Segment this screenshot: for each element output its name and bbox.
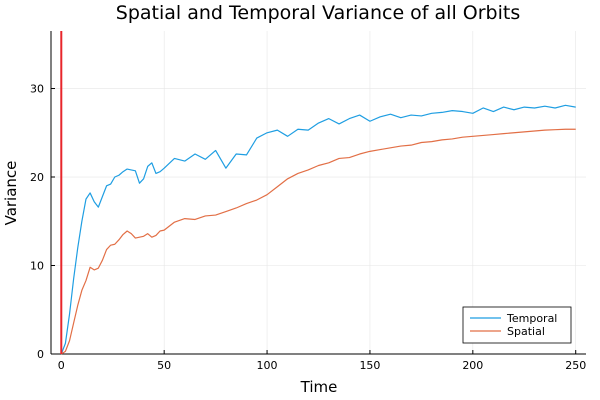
axes (50, 31, 586, 355)
legend-label-temporal: Temporal (506, 312, 557, 325)
series-lines (60, 31, 576, 355)
x-tick-label: 150 (359, 359, 380, 372)
x-tick-label: 100 (257, 359, 278, 372)
x-tick-label: 200 (462, 359, 483, 372)
y-tick-label: 0 (37, 348, 44, 361)
x-tick-label: 0 (58, 359, 65, 372)
grid-lines (51, 31, 586, 355)
x-tick-label: 250 (565, 359, 586, 372)
legend-label-spatial: Spatial (507, 325, 545, 338)
y-tick-label: 20 (30, 171, 44, 184)
y-tick-label: 10 (30, 260, 44, 273)
y-tick-label: 30 (30, 83, 44, 96)
chart-title: Spatial and Temporal Variance of all Orb… (116, 2, 520, 24)
series-line-spatial (60, 128, 576, 355)
y-axis-title: Variance (2, 161, 20, 226)
x-tick-label: 50 (157, 359, 171, 372)
legend-box (462, 306, 572, 344)
series-line-temporal (60, 104, 576, 355)
tick-labels: 0 50 100 150 200 250 0 10 20 30 (30, 83, 586, 372)
x-axis-title: Time (300, 378, 338, 396)
